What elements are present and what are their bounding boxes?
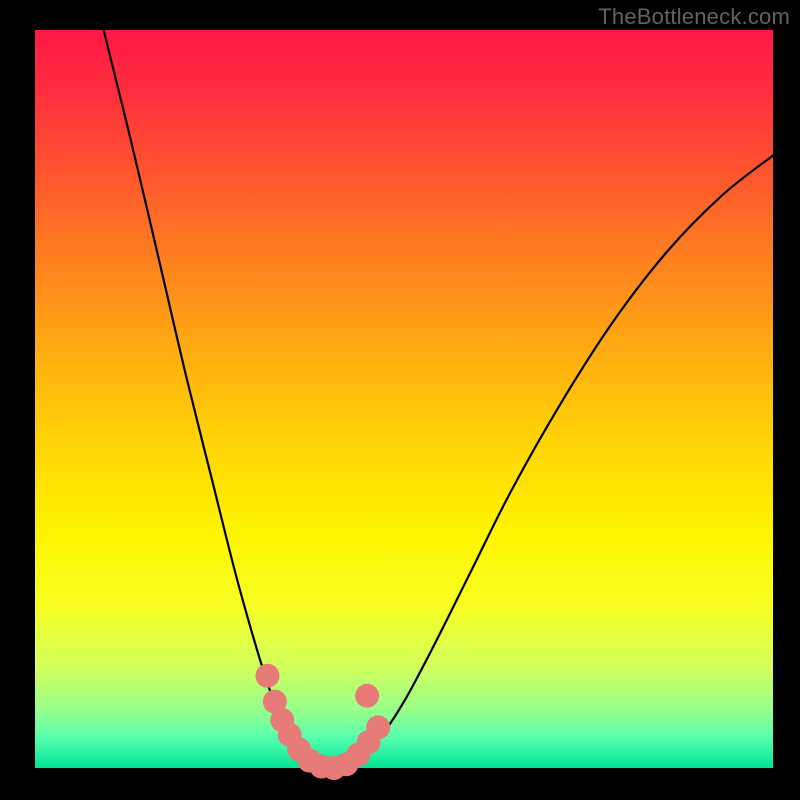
outer-frame: TheBottleneck.com <box>0 0 800 800</box>
watermark-text: TheBottleneck.com <box>598 4 790 30</box>
curve-marker <box>366 715 390 739</box>
curve-marker <box>255 664 279 688</box>
chart-svg <box>0 0 800 800</box>
gradient-background <box>35 30 773 768</box>
curve-marker <box>355 684 379 708</box>
